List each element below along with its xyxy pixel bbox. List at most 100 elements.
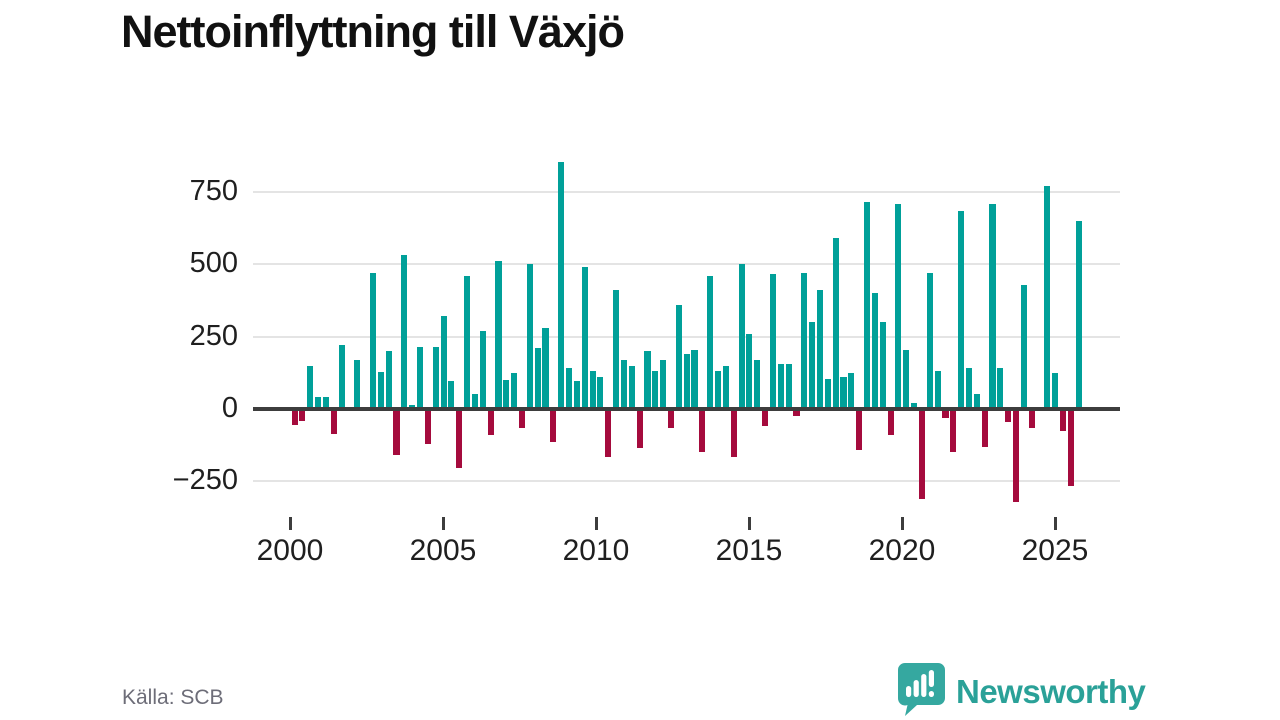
- bar: [769, 274, 777, 409]
- bar: [675, 304, 682, 409]
- bar: [918, 409, 926, 499]
- bar: [958, 210, 965, 409]
- bar: [660, 359, 667, 409]
- bar: [448, 381, 455, 409]
- x-axis-tick-label: 2000: [256, 534, 324, 567]
- bar: [338, 345, 345, 409]
- chart-title: Nettoinflyttning till Växjö: [121, 6, 625, 57]
- bar: [322, 396, 330, 409]
- gridline: [253, 335, 1120, 338]
- bar: [864, 202, 871, 409]
- x-axis-tick-mark: [594, 517, 598, 530]
- bar: [895, 203, 902, 409]
- x-axis-tick-mark: [1053, 517, 1057, 530]
- bar: [464, 275, 471, 409]
- bar: [644, 351, 651, 409]
- bar: [1044, 186, 1051, 409]
- gridline: [253, 263, 1120, 266]
- bar: [503, 380, 510, 409]
- bar: [409, 404, 416, 409]
- x-axis-tick-label: 2020: [868, 534, 936, 567]
- bar: [628, 365, 635, 409]
- bar: [652, 371, 659, 409]
- bar: [511, 372, 518, 409]
- bar: [981, 409, 988, 447]
- bar: [754, 359, 761, 409]
- bar: [471, 393, 479, 409]
- bar: [636, 409, 643, 449]
- bar: [526, 264, 533, 409]
- bar: [950, 409, 957, 453]
- bar: [393, 409, 400, 456]
- bar: [840, 377, 847, 409]
- gridline: [253, 190, 1120, 193]
- bar: [597, 377, 604, 409]
- x-axis-tick-label: 2010: [562, 534, 630, 567]
- bar: [605, 409, 612, 457]
- y-axis-tick-label: 500: [189, 247, 238, 280]
- bar: [424, 409, 431, 444]
- bar: [832, 238, 839, 409]
- bar: [613, 290, 620, 409]
- zero-axis-line: [253, 406, 1120, 411]
- bar: [848, 372, 855, 409]
- y-axis-tick-label: −250: [172, 464, 238, 497]
- bar: [762, 409, 769, 427]
- newsworthy-logo-text: Newsworthy: [956, 673, 1146, 710]
- bar: [1060, 409, 1067, 431]
- bar: [816, 290, 824, 409]
- bar: [354, 360, 361, 409]
- bar: [385, 351, 392, 409]
- bar: [691, 349, 698, 409]
- gridline: [253, 480, 1120, 483]
- x-axis-tick-label: 2025: [1021, 534, 1089, 567]
- bar: [722, 365, 729, 409]
- bar: [558, 161, 565, 409]
- bar: [871, 293, 878, 409]
- y-axis-tick-label: 250: [189, 319, 238, 352]
- bar: [989, 203, 996, 409]
- bar: [801, 272, 808, 409]
- bar: [809, 322, 816, 409]
- newsworthy-logo: Newsworthy: [897, 662, 1146, 720]
- bar: [934, 371, 941, 409]
- bar: [307, 365, 314, 409]
- bar: [291, 409, 298, 425]
- bar: [566, 368, 573, 409]
- bar: [1020, 284, 1027, 409]
- bar: [777, 364, 784, 409]
- bar: [1028, 409, 1035, 428]
- bar: [699, 409, 706, 453]
- bar: [667, 409, 675, 428]
- bar: [1013, 409, 1020, 502]
- bar: [330, 409, 337, 434]
- y-axis-tick-label: 0: [221, 391, 238, 424]
- bar: [495, 261, 502, 409]
- bar: [315, 396, 322, 409]
- bar: [903, 349, 910, 409]
- bar: [730, 409, 737, 457]
- bar: [417, 346, 424, 409]
- bar: [620, 359, 628, 409]
- bar: [369, 272, 377, 409]
- bar: [479, 330, 486, 409]
- source-label: Källa: SCB: [122, 686, 224, 709]
- bar: [997, 368, 1004, 409]
- y-axis-tick-label: 750: [189, 174, 238, 207]
- bar: [534, 348, 541, 409]
- bar: [715, 371, 722, 409]
- bar: [542, 327, 549, 409]
- newsworthy-logo-icon: [897, 662, 946, 720]
- x-axis-tick-mark: [747, 517, 751, 530]
- bar: [299, 409, 306, 421]
- bar: [1075, 220, 1082, 409]
- bar: [518, 409, 526, 428]
- bar: [746, 333, 753, 409]
- bar: [1052, 372, 1059, 409]
- bar: [785, 364, 792, 409]
- bar: [942, 409, 949, 418]
- x-axis-tick-mark: [900, 517, 904, 530]
- bar: [683, 353, 690, 409]
